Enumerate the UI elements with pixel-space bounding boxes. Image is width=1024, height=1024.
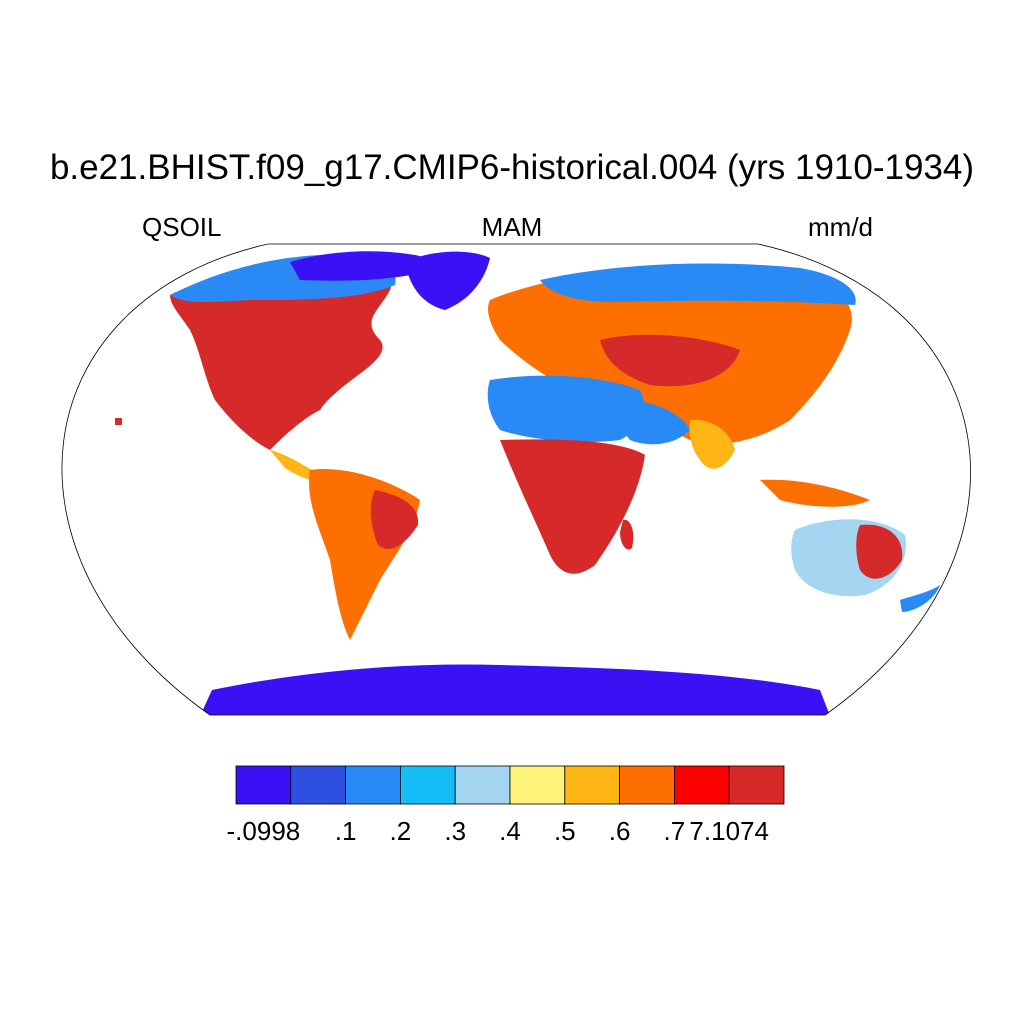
colorbar-swatch [509,765,566,805]
colorbar-tick-label: -.0998 [226,816,301,846]
units-label: mm/d [808,212,873,242]
australia-east [856,524,903,579]
colorbar-swatch [454,765,511,805]
colorbar-swatch [290,765,346,805]
north-america-region [170,259,392,450]
colorbar-swatch [674,765,730,805]
colorbar-tick-label: .2 [389,816,412,846]
plot-title: b.e21.BHIST.f09_g17.CMIP6-historical.004… [49,148,975,187]
colorbar-swatch [728,765,785,805]
madagascar-region [620,519,634,550]
south-america-east [370,490,419,549]
colorbar-swatch [345,765,401,805]
sahara-region [487,375,644,442]
new-zealand-region [900,585,940,612]
arabia-region [615,399,690,445]
central-asia-hot [600,334,740,387]
colorbar-tick-label: .3 [444,816,467,846]
india-region [689,419,735,469]
indonesia-region [760,479,870,507]
canada-arctic [290,251,430,281]
colorbar-tick-label: .7 [663,816,686,846]
colorbar-tick-label: .1 [334,816,357,846]
greenland-region [405,251,490,310]
colorbar-swatch [235,765,292,805]
season-label: MAM [481,212,543,242]
siberia-north [540,263,856,305]
colorbar-tick-label: .5 [553,816,576,846]
variable-label: QSOIL [142,212,222,242]
colorbar-swatch [399,765,456,805]
colorbar-tick-label: .6 [608,816,631,846]
hawaii-region [115,418,122,425]
colorbar-tick-label: 7.1074 [689,816,769,846]
globe-outline [61,243,971,716]
colorbar-swatch [619,765,675,805]
colorbar-tick-label: .4 [499,816,521,846]
colorbar [235,765,785,805]
colorbar-swatch [564,765,620,805]
africa-south [500,439,645,574]
antarctica-region [200,664,830,715]
south-america-region [309,469,420,640]
